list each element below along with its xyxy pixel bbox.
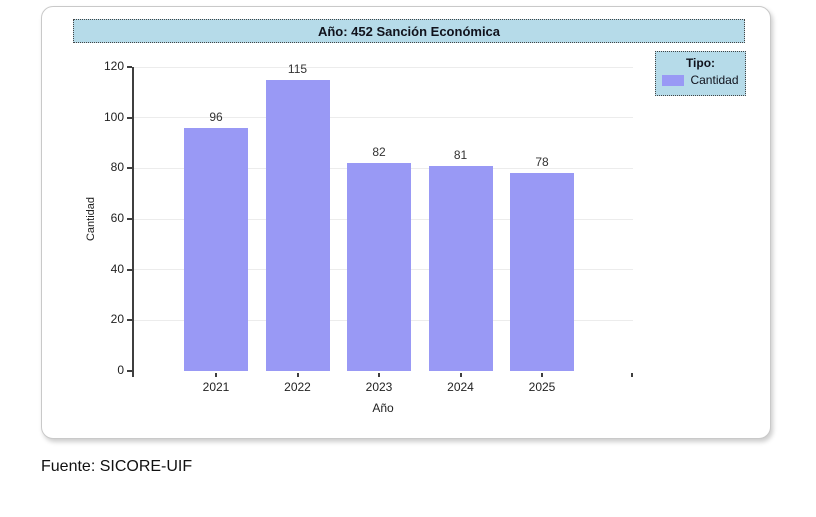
y-tick: [127, 167, 132, 170]
x-tick-label: 2023: [365, 380, 393, 394]
x-tick: [296, 373, 299, 377]
plot-area: 0 20 40 60 80 100 120 96 2021 115 2022 82 2023 81 2024…: [104, 59, 633, 394]
bar-2021: [184, 127, 248, 371]
y-axis-line: [132, 67, 134, 377]
x-tick: [459, 373, 462, 377]
bar-2023: [347, 163, 411, 371]
x-tick-label: 2021: [202, 380, 230, 394]
x-tick-label: 2022: [284, 380, 311, 394]
legend-item-label: Cantidad: [690, 73, 739, 87]
bar-value-label: 81: [453, 147, 468, 162]
chart-title: Año: 452 Sanción Económica: [73, 19, 745, 43]
x-tick: [378, 373, 380, 377]
y-tick: [127, 66, 132, 68]
x-axis-title: Año: [372, 401, 394, 415]
y-tick-label: 20: [110, 312, 124, 327]
y-tick-label: 0: [117, 363, 124, 377]
source-caption: Fuente: SICORE-UIF: [41, 458, 193, 475]
x-tick-label: 2025: [528, 380, 556, 394]
y-tick-label: 40: [110, 261, 124, 276]
y-tick: [127, 218, 132, 220]
gridline: [134, 66, 633, 68]
legend-box: Tipo: Cantidad: [655, 51, 746, 96]
x-tick-label: 2024: [447, 380, 474, 394]
x-tick: [215, 373, 217, 377]
bar-value-label: 115: [287, 61, 308, 76]
y-tick-label: 60: [110, 211, 124, 225]
bar-value-label: 96: [209, 109, 223, 124]
gridline: [134, 117, 633, 119]
bar-value-label: 82: [372, 145, 386, 160]
y-tick: [127, 319, 132, 322]
legend-item-cantidad: Cantidad: [656, 73, 745, 87]
bar-2024: [428, 165, 493, 371]
bar-2022: [265, 79, 330, 371]
y-tick: [127, 370, 132, 372]
bar-2025: [510, 173, 574, 371]
chart-panel: Año: 452 Sanción Económica Tipo: Cantida…: [41, 6, 771, 439]
legend-title: Tipo:: [685, 56, 716, 70]
x-axis-end-tick: [631, 373, 633, 377]
x-tick: [541, 373, 543, 377]
y-tick: [127, 116, 132, 119]
y-tick-label: 100: [103, 109, 124, 124]
bar-value-label: 78: [535, 155, 549, 170]
y-tick-label: 80: [110, 160, 124, 175]
legend-swatch-icon: [662, 74, 685, 86]
y-tick: [127, 268, 132, 271]
y-axis-title: Cantidad: [85, 196, 97, 242]
y-tick-label: 120: [103, 59, 124, 73]
